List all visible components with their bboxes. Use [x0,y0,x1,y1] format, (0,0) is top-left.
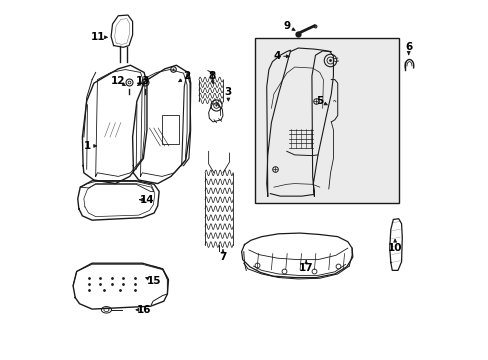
Text: 9: 9 [283,21,290,31]
Text: 7: 7 [219,252,226,262]
Text: 15: 15 [146,276,161,286]
Text: 8: 8 [207,71,215,81]
Bar [162,115,179,144]
Text: 3: 3 [224,87,231,97]
Text: 17: 17 [298,263,313,273]
Text: 1: 1 [83,141,91,151]
Text: 4: 4 [272,51,280,61]
Text: 2: 2 [183,71,190,81]
Text: 14: 14 [140,195,154,205]
Text: 6: 6 [404,42,411,52]
Text: 11: 11 [91,32,105,42]
Text: 10: 10 [387,243,402,253]
Text: 13: 13 [136,76,150,86]
Bar [255,39,398,203]
Text: 5: 5 [316,96,323,106]
Text: 12: 12 [111,76,125,86]
Text: 16: 16 [137,305,151,315]
